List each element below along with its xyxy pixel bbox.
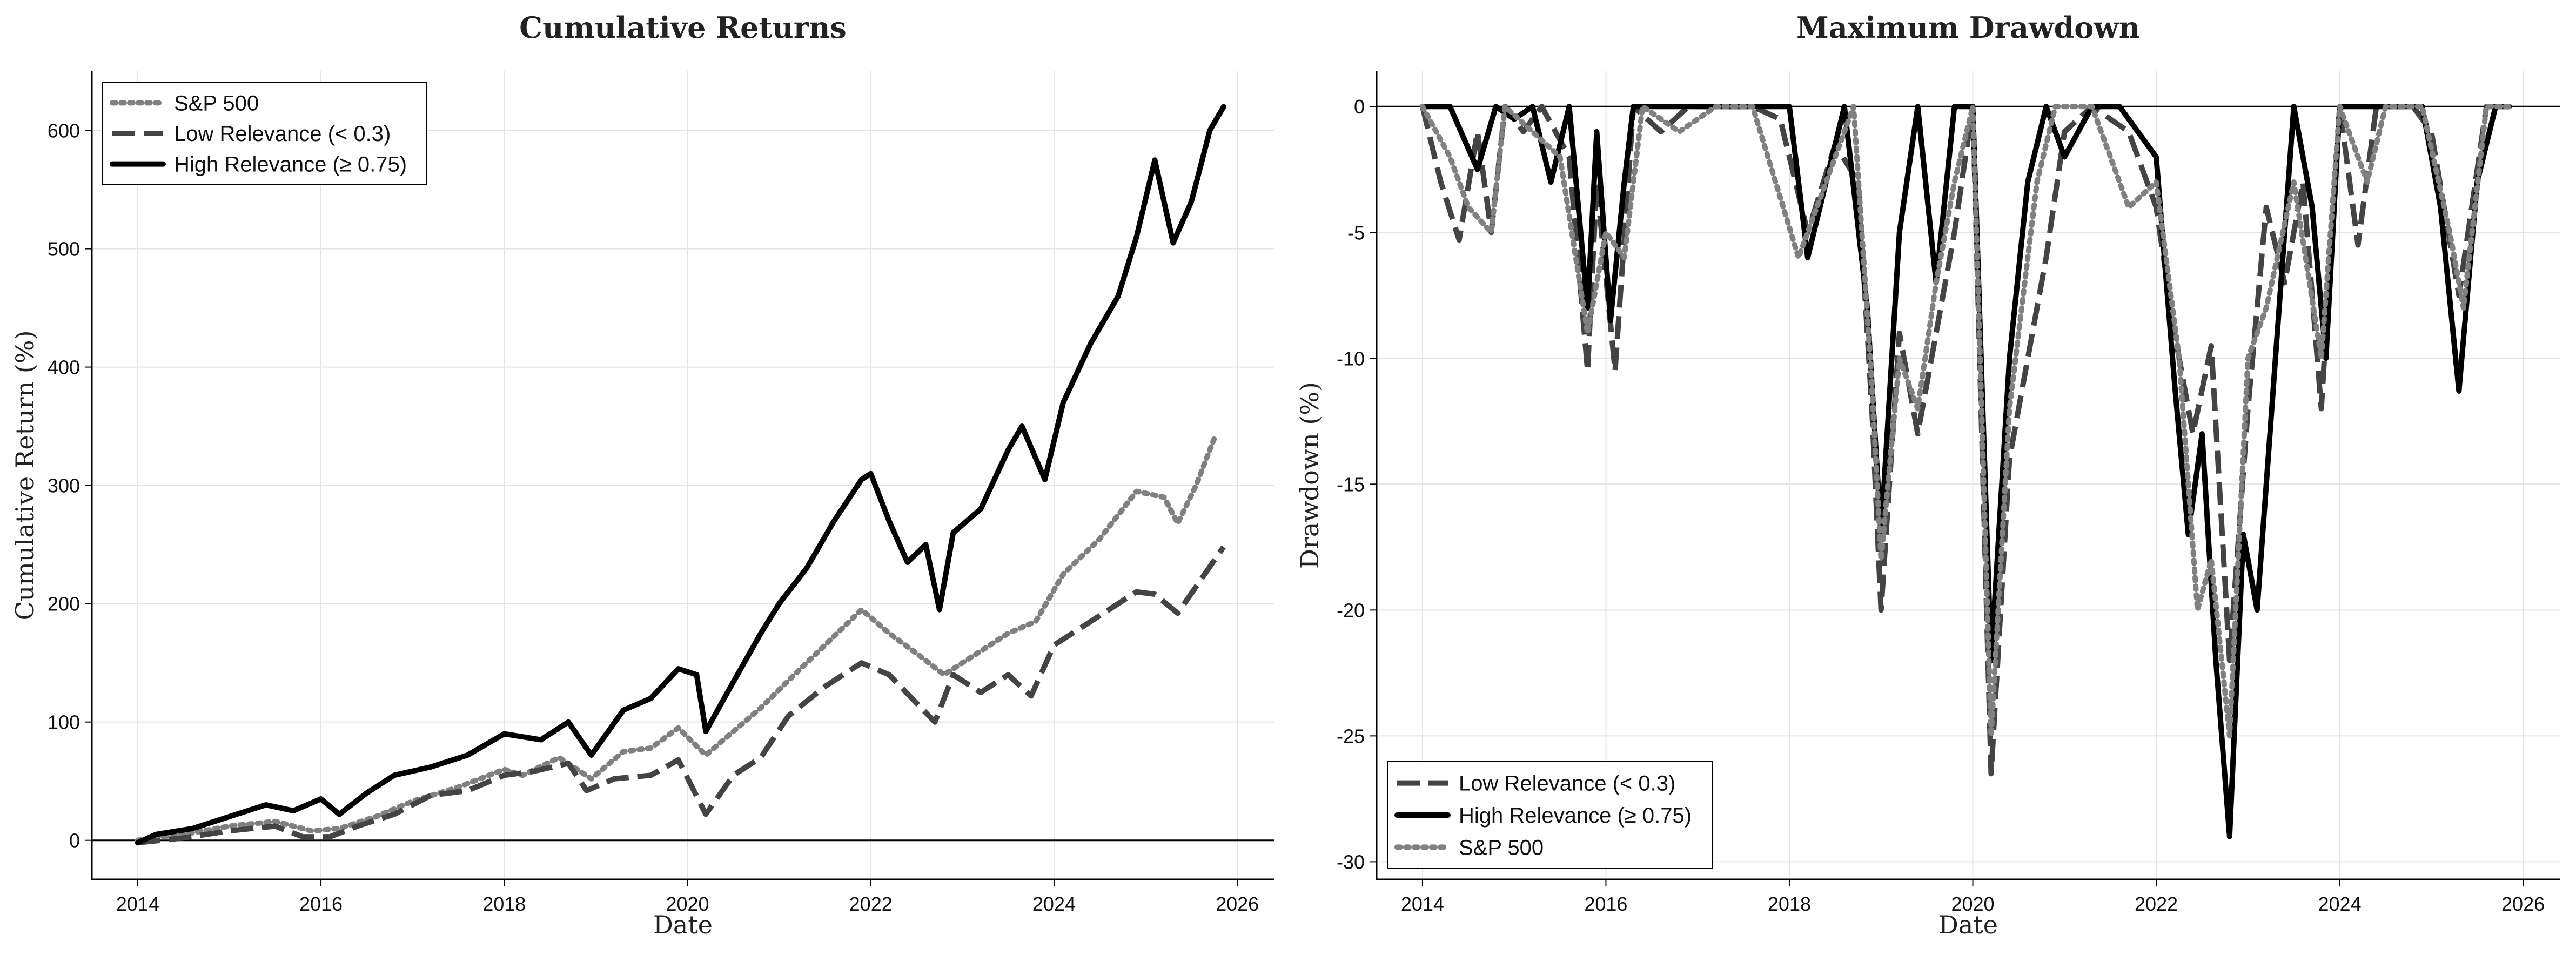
x-tick-label: 2016 xyxy=(1584,893,1627,915)
x-axis-label: Date xyxy=(653,910,713,939)
chart-title: Cumulative Returns xyxy=(519,10,847,45)
x-tick-label: 2020 xyxy=(1951,893,1994,915)
series-line-1 xyxy=(137,545,1226,846)
chart-title: Maximum Drawdown xyxy=(1796,10,2140,45)
legend-entry: Low Relevance (< 0.3) xyxy=(174,122,391,146)
series-line-2 xyxy=(1419,104,2512,739)
x-tick-label: 2014 xyxy=(1401,893,1444,915)
series-line-0 xyxy=(1420,104,2510,777)
legend-entry: High Relevance (≥ 0.75) xyxy=(174,153,407,177)
x-tick-label: 2022 xyxy=(2135,893,2178,915)
y-tick-label: 0 xyxy=(1354,96,1365,118)
y-axis-label: Cumulative Return (%) xyxy=(10,330,39,620)
maximum-drawdown-chart: 2014 2016 2018 2020 2022 2024 2026 0 -5 -10 -15 -20… xyxy=(1295,10,2560,939)
legend: S&P 500 Low Relevance (< 0.3) High Relevan… xyxy=(102,82,427,185)
x-axis-label: Date xyxy=(1938,910,1998,939)
cumulative-returns-chart: 2014 2016 2018 2020 2022 2024 2026 0 100 200 300 40… xyxy=(10,10,1274,939)
y-tick-label: -30 xyxy=(1337,851,1365,873)
x-tick-label: 2026 xyxy=(2501,893,2545,915)
y-tick-label: 500 xyxy=(48,238,80,260)
legend-entry: Low Relevance (< 0.3) xyxy=(1459,772,1675,796)
axes-spine xyxy=(1376,71,2560,880)
x-tick-label: 2026 xyxy=(1216,893,1259,915)
y-tick-label: 300 xyxy=(48,475,80,497)
y-tick-label: -10 xyxy=(1337,347,1365,369)
y-tick-label: -20 xyxy=(1337,599,1365,621)
series-line-0 xyxy=(135,435,1217,843)
axes-spine xyxy=(91,71,1274,880)
legend-entry: High Relevance (≥ 0.75) xyxy=(1459,804,1692,828)
x-tick-label: 2014 xyxy=(116,893,159,915)
y-tick-label: 100 xyxy=(48,711,80,734)
y-tick-label: 600 xyxy=(48,120,80,142)
y-tick-label: 0 xyxy=(69,830,80,852)
x-tick-label: 2022 xyxy=(849,893,893,915)
legend-entry: S&P 500 xyxy=(174,91,259,115)
y-tick-label: 200 xyxy=(48,593,80,615)
y-tick-label: -5 xyxy=(1347,221,1365,244)
series-line-2 xyxy=(135,104,1226,846)
y-tick-label: -25 xyxy=(1337,725,1365,747)
series-line-1 xyxy=(1419,104,2512,839)
x-tick-label: 2024 xyxy=(1032,893,1076,915)
legend-entry: S&P 500 xyxy=(1459,836,1544,859)
y-tick-label: 400 xyxy=(48,357,80,379)
y-axis-label: Drawdown (%) xyxy=(1295,382,1324,569)
x-tick-label: 2024 xyxy=(2318,893,2362,915)
x-tick-label: 2018 xyxy=(482,893,526,915)
x-tick-label: 2018 xyxy=(1768,893,1811,915)
legend: Low Relevance (< 0.3) High Relevance (≥ 0… xyxy=(1387,761,1713,869)
x-tick-label: 2016 xyxy=(299,893,343,915)
y-tick-label: -15 xyxy=(1337,473,1365,495)
x-tick-label: 2020 xyxy=(666,893,709,915)
